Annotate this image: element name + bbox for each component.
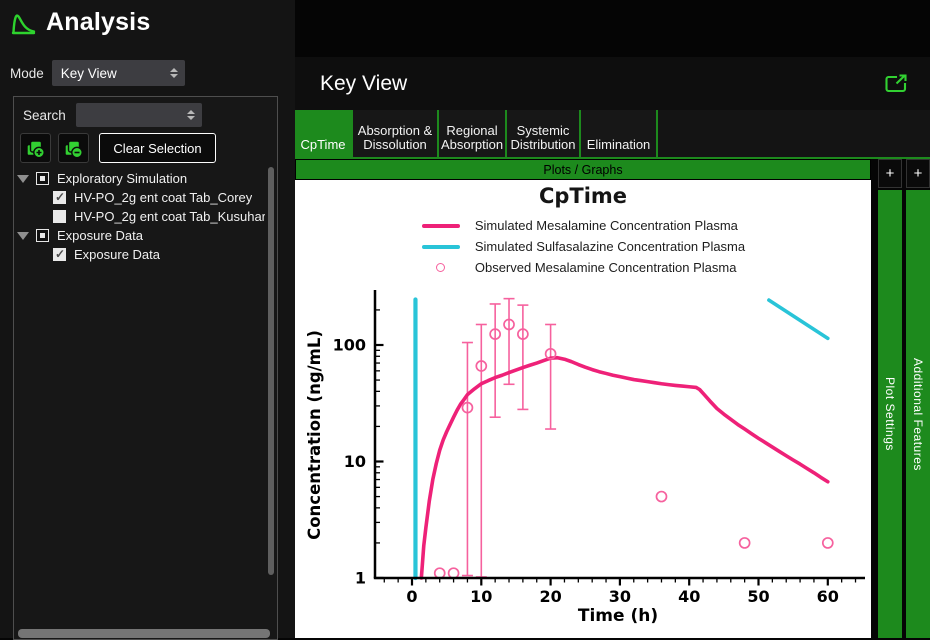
app-title-row: Analysis [0,0,295,37]
mode-selected-value: Key View [60,65,117,81]
checkbox[interactable] [36,172,49,185]
checkbox[interactable] [53,190,66,204]
view-tabs: CpTime Absorption & Dissolution Regional… [295,110,930,159]
tree-item-label: HV-PO_2g ent coat Tab_Corey [74,190,253,205]
svg-text:1: 1 [355,569,366,588]
svg-text:40: 40 [678,587,700,606]
tree-row-kusuhara[interactable]: HV-PO_2g ent coat Tab_Kusuhara [14,207,265,226]
plot-settings-column: + Plot Settings [878,159,902,638]
tree-row-exposure-data[interactable]: Exposure Data [14,226,265,245]
additional-features-column: + Additional Features [906,159,930,638]
deselect-all-button[interactable] [58,133,89,163]
expand-plot-settings-button[interactable]: + [878,159,902,188]
legend-swatch-mesalamine [421,223,460,228]
select-all-button[interactable] [20,133,51,163]
tree-item-label: HV-PO_2g ent coat Tab_Kusuhara [74,209,265,224]
additional-features-label: Additional Features [911,357,925,471]
tree-row-corey[interactable]: HV-PO_2g ent coat Tab_Corey [14,188,265,207]
pk-curve-logo-icon [11,14,36,35]
chart-area: CpTime Simulated Mesalamine Concentratio… [295,180,871,638]
svg-text:100: 100 [333,336,366,355]
legend-label: Simulated Sulfasalazine Concentration Pl… [474,239,746,254]
legend-item-observed-mesalamine: Observed Mesalamine Concentration Plasma [421,257,745,278]
checkbox[interactable] [53,247,66,261]
legend-label: Observed Mesalamine Concentration Plasma [474,260,737,275]
svg-text:30: 30 [609,587,631,606]
plot-settings-bar[interactable]: Plot Settings [878,190,902,638]
tree-item-label: Exposure Data [74,247,160,262]
chart-title: CpTime [538,184,628,208]
plots-column: Plots / Graphs CpTime Simulated Mesalami… [295,159,871,638]
svg-text:Time (h): Time (h) [578,606,658,626]
tree-item-label: Exposure Data [57,228,143,243]
cp-time-plot: 0 10 20 30 40 50 60 1 10 100 Time (h) Concentration… [305,290,865,626]
expand-additional-features-button[interactable]: + [906,159,930,188]
search-row: Search [14,103,277,127]
checkbox[interactable] [36,229,49,242]
plots-graphs-bar: Plots / Graphs [295,159,871,180]
tree-row-exploratory-simulation[interactable]: Exploratory Simulation [14,169,265,188]
tab-cptime[interactable]: CpTime [295,110,353,157]
page-title: Analysis [46,8,151,36]
svg-text:20: 20 [539,587,561,606]
tree-row-exposure-data-child[interactable]: Exposure Data [14,245,265,264]
tree-horizontal-scrollbar[interactable] [18,629,270,638]
mode-row: Mode Key View [10,60,185,86]
collapse-caret-icon[interactable] [17,231,29,240]
key-view-header: Key View [295,57,930,110]
stacked-layers-minus-icon [64,139,83,158]
collapse-caret-icon[interactable] [17,174,29,183]
panel-gap [871,159,878,638]
svg-text:Concentration (ng/mL): Concentration (ng/mL) [305,330,324,540]
svg-text:10: 10 [344,452,366,471]
search-select[interactable] [75,103,202,127]
plot-settings-label: Plot Settings [883,377,897,451]
main-panel: Key View CpTime Absorption & Dissolution… [295,0,930,638]
selection-panel: Search C [13,96,278,640]
additional-features-bar[interactable]: Additional Features [906,190,930,638]
mode-label: Mode [10,65,44,81]
tree-item-label: Exploratory Simulation [57,171,188,186]
legend-item-sim-sulfasalazine: Simulated Sulfasalazine Concentration Pl… [421,236,745,257]
tab-absorption-dissolution[interactable]: Absorption & Dissolution [353,110,439,157]
spinner-arrows-icon [186,110,195,120]
tab-systemic-distribution[interactable]: Systemic Distribution [507,110,581,157]
tab-regional-absorption[interactable]: Regional Absorption [439,110,507,157]
search-label: Search [23,107,66,123]
stacked-layers-plus-icon [26,139,45,158]
checkbox[interactable] [53,210,66,223]
clear-selection-button[interactable]: Clear Selection [99,133,216,163]
tab-elimination[interactable]: Elimination [581,110,658,157]
sidebar: Analysis Mode Key View Search [0,0,295,640]
legend-label: Simulated Mesalamine Concentration Plasm… [474,218,738,233]
legend-swatch-observed [436,263,446,272]
tree-vertical-scrollbar[interactable] [268,167,274,575]
mode-select[interactable]: Key View [51,60,185,86]
svg-text:60: 60 [817,587,839,606]
simulation-tree: Exploratory Simulation HV-PO_2g ent coat… [14,169,265,264]
open-in-new-window-icon[interactable] [884,73,908,94]
legend-item-sim-mesalamine: Simulated Mesalamine Concentration Plasm… [421,215,745,236]
selection-buttons: Clear Selection [20,133,216,163]
svg-text:10: 10 [470,587,492,606]
key-view-title: Key View [320,71,408,95]
content-row: Plots / Graphs CpTime Simulated Mesalami… [295,159,930,638]
svg-text:0: 0 [406,587,417,606]
spinner-arrows-icon [169,68,178,78]
chart-legend: Simulated Mesalamine Concentration Plasm… [421,215,745,278]
legend-swatch-sulfasalazine [421,244,460,249]
svg-text:50: 50 [747,587,769,606]
